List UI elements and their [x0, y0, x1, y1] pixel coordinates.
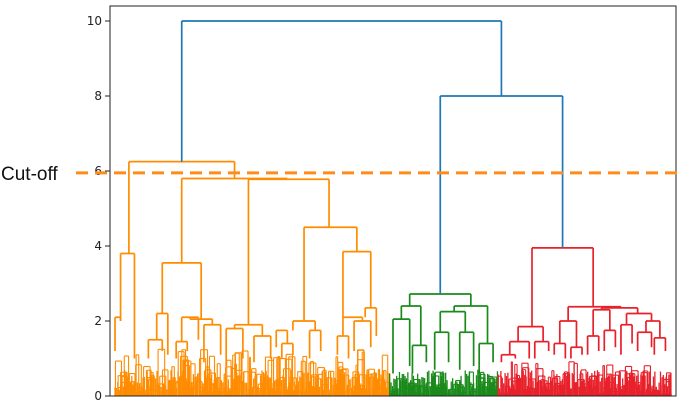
y-tick-label: 2 — [94, 314, 102, 328]
y-tick-label: 4 — [94, 239, 102, 253]
y-tick-label: 8 — [94, 89, 102, 103]
dendrogram-links — [114, 20, 672, 396]
plot-frame — [109, 5, 677, 397]
y-tick-label: 10 — [87, 14, 102, 28]
y-tick-label: 0 — [94, 389, 102, 403]
y-tick-label: 6 — [94, 164, 102, 178]
y-axis: 0 2 4 6 8 10 — [87, 14, 110, 403]
cutoff-label: Cut-off — [1, 164, 58, 185]
